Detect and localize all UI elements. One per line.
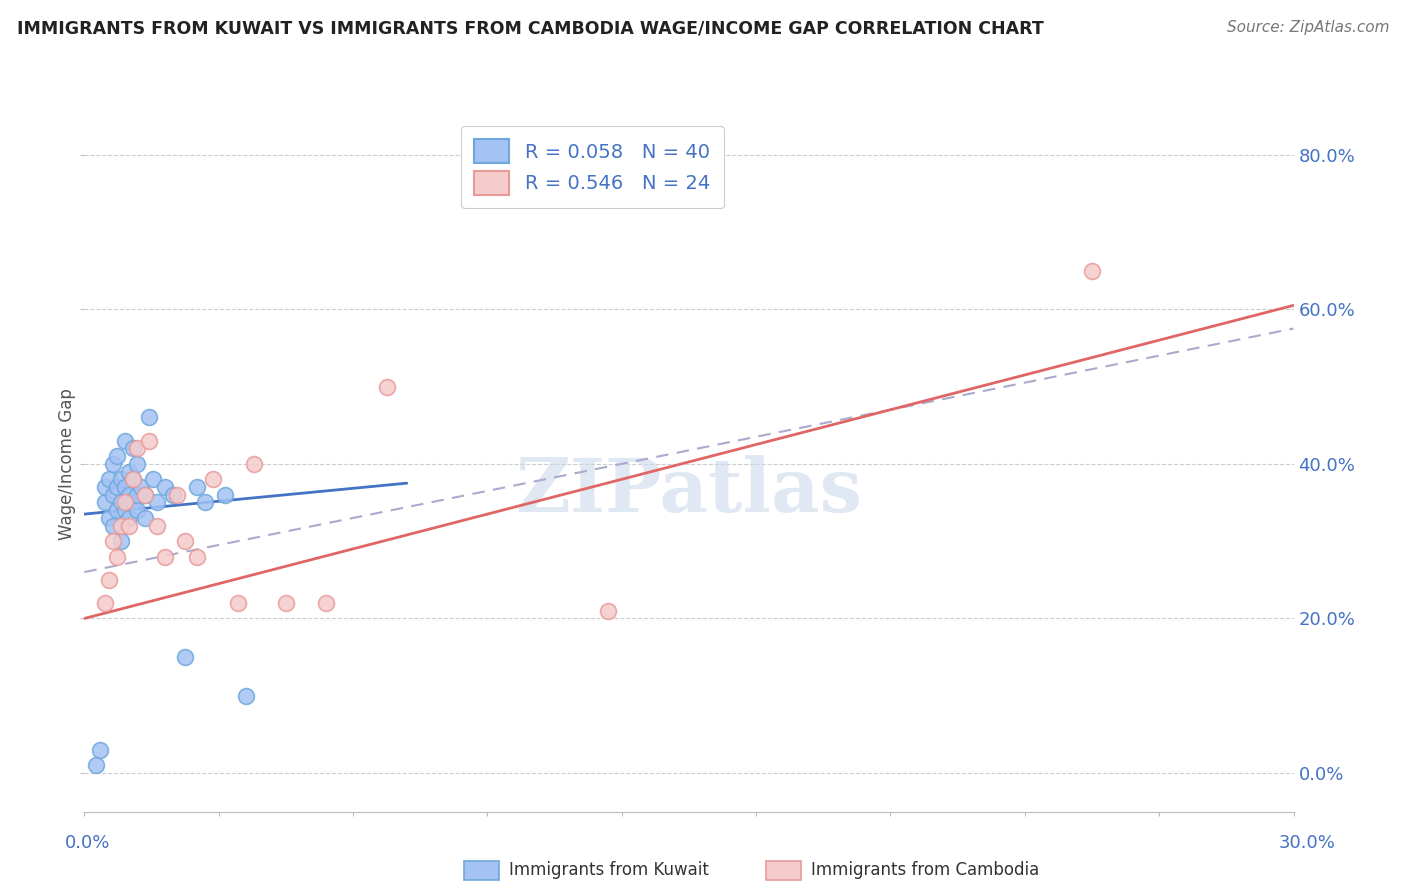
Point: [86, 758, 108, 772]
Point: [134, 511, 156, 525]
Point: [93, 596, 115, 610]
Point: [125, 457, 148, 471]
Text: Immigrants from Cambodia: Immigrants from Cambodia: [811, 861, 1039, 879]
Point: [114, 434, 136, 448]
Point: [174, 534, 197, 549]
Point: [142, 472, 165, 486]
Point: [186, 549, 208, 564]
Point: [110, 518, 132, 533]
Point: [202, 472, 225, 486]
Point: [226, 596, 249, 610]
Point: [105, 549, 128, 564]
Point: [138, 434, 160, 448]
Text: Immigrants from Kuwait: Immigrants from Kuwait: [509, 861, 709, 879]
Point: [138, 410, 160, 425]
Point: [101, 488, 124, 502]
Point: [105, 503, 128, 517]
Point: [194, 495, 217, 509]
Point: [214, 488, 236, 502]
Point: [114, 480, 136, 494]
Point: [121, 472, 143, 486]
Point: [101, 518, 124, 533]
Text: ZIPatlas: ZIPatlas: [516, 455, 862, 528]
Point: [114, 495, 136, 509]
Y-axis label: Wage/Income Gap: Wage/Income Gap: [58, 388, 76, 540]
Text: 30.0%: 30.0%: [1279, 834, 1336, 852]
Point: [125, 503, 148, 517]
Point: [134, 488, 156, 502]
Point: [1081, 263, 1104, 277]
Point: [110, 495, 132, 509]
Legend: R = 0.058   N = 40, R = 0.546   N = 24: R = 0.058 N = 40, R = 0.546 N = 24: [461, 126, 724, 208]
Point: [134, 488, 156, 502]
Text: Source: ZipAtlas.com: Source: ZipAtlas.com: [1226, 20, 1389, 35]
Point: [105, 449, 128, 463]
Point: [110, 534, 132, 549]
Point: [146, 495, 169, 509]
Point: [97, 573, 120, 587]
Point: [375, 379, 398, 393]
Point: [235, 689, 257, 703]
Text: 0.0%: 0.0%: [65, 834, 110, 852]
Point: [153, 549, 176, 564]
Point: [114, 503, 136, 517]
Point: [121, 495, 143, 509]
Point: [274, 596, 297, 610]
Point: [186, 480, 208, 494]
Point: [125, 442, 148, 456]
Point: [118, 518, 141, 533]
Point: [315, 596, 337, 610]
Point: [121, 472, 143, 486]
Point: [97, 472, 120, 486]
Point: [162, 488, 184, 502]
Point: [118, 511, 141, 525]
Point: [129, 480, 152, 494]
Point: [89, 743, 111, 757]
Point: [118, 465, 141, 479]
Point: [121, 442, 143, 456]
Point: [146, 518, 169, 533]
Point: [598, 604, 620, 618]
Point: [93, 480, 115, 494]
Point: [153, 480, 176, 494]
Point: [110, 472, 132, 486]
Text: IMMIGRANTS FROM KUWAIT VS IMMIGRANTS FROM CAMBODIA WAGE/INCOME GAP CORRELATION C: IMMIGRANTS FROM KUWAIT VS IMMIGRANTS FRO…: [17, 20, 1043, 37]
Point: [166, 488, 188, 502]
Point: [242, 457, 264, 471]
Point: [125, 488, 148, 502]
Point: [101, 457, 124, 471]
Point: [118, 488, 141, 502]
Point: [93, 495, 115, 509]
Point: [174, 650, 197, 665]
Point: [97, 511, 120, 525]
Point: [105, 480, 128, 494]
Point: [101, 534, 124, 549]
